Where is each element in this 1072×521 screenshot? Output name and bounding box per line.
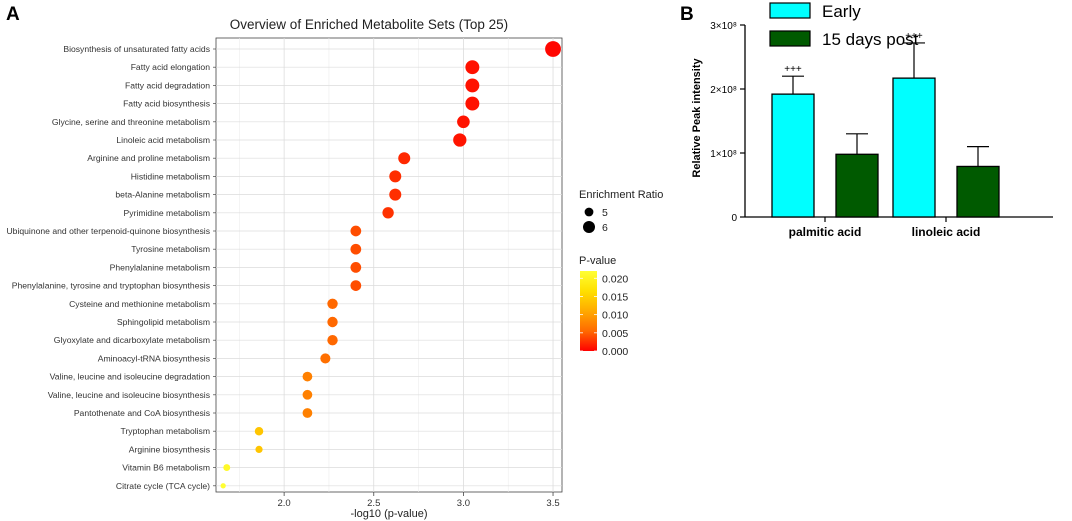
size-legend-dot: [584, 207, 594, 217]
x-tick-label: 3.0: [457, 498, 470, 509]
panel-a: A Overview of Enriched Metabolite Sets (…: [6, 4, 663, 520]
color-legend: P-value 0.020 0.015 0.010 0.005 0.000: [579, 255, 628, 358]
y-tick-label: Vitamin B6 metabolism: [122, 463, 210, 473]
x-tick-label: 2.0: [278, 498, 291, 509]
chart-b-legend: Early 15 days post: [769, 2, 919, 49]
size-legend-label: 5: [602, 207, 608, 219]
significance-label: +++: [905, 31, 923, 42]
y-tick-label: Phenylalanine metabolism: [110, 262, 210, 272]
data-point: [398, 152, 411, 165]
bar: [892, 77, 936, 218]
size-legend-title: Enrichment Ratio: [579, 189, 663, 201]
data-point: [389, 188, 402, 201]
y-tick-label: Sphingolipid metabolism: [117, 317, 210, 327]
y-tick-label: Cysteine and methionine metabolism: [69, 299, 210, 309]
color-legend-label: 0.015: [602, 291, 628, 303]
data-point: [223, 464, 231, 472]
y-tick-label: Linoleic acid metabolism: [116, 135, 210, 145]
data-point: [255, 445, 263, 453]
color-legend-label: 0.020: [602, 273, 628, 285]
data-point: [350, 280, 362, 291]
chart-b-axes: 0 1×10⁸ 2×10⁸ 3×10⁸: [710, 21, 1053, 224]
bar: [771, 93, 815, 218]
data-point: [302, 371, 313, 382]
y-tick-label: Histidine metabolism: [131, 171, 210, 181]
color-legend-bar: [580, 271, 597, 351]
color-legend-label: 0.010: [602, 310, 628, 322]
chart-a-y-tick-labels: Biosynthesis of unsaturated fatty acids F…: [6, 44, 216, 491]
y-tick-label: Arginine and proline metabolism: [87, 153, 210, 163]
y-tick-label: Fatty acid biosynthesis: [123, 99, 210, 109]
y-tick-label: 2×10⁸: [710, 85, 737, 96]
data-point: [465, 96, 480, 111]
data-point: [382, 207, 394, 219]
data-point: [350, 225, 362, 237]
panel-b-letter: B: [680, 4, 694, 25]
data-point: [350, 262, 362, 273]
color-legend-title: P-value: [579, 255, 616, 267]
y-tick-label: Fatty acid degradation: [125, 80, 210, 90]
data-point: [545, 41, 561, 57]
data-point: [457, 115, 470, 129]
significance-label: +++: [784, 64, 802, 75]
category-label: linoleic acid: [912, 225, 981, 239]
y-tick-label: Citrate cycle (TCA cycle): [116, 481, 210, 491]
y-tick-label: beta-Alanine metabolism: [115, 190, 210, 200]
y-tick-label: 3×10⁸: [710, 21, 737, 32]
data-point: [302, 408, 313, 418]
panel-a-letter: A: [6, 4, 20, 25]
y-tick-label: Valine, leucine and isoleucine degradati…: [50, 372, 211, 382]
y-tick-label: Glycine, serine and threonine metabolism: [52, 117, 210, 127]
data-point: [220, 483, 226, 489]
data-point: [254, 426, 264, 436]
y-tick-label: 1×10⁸: [710, 149, 737, 160]
legend-label: 15 days post: [822, 30, 919, 49]
y-tick-label: Arginine biosynthesis: [129, 444, 210, 454]
size-legend-label: 6: [602, 222, 608, 234]
panel-b: B Early 15 days post Relative Peak intens…: [680, 2, 1053, 239]
chart-b-y-axis-title: Relative Peak intensity: [691, 58, 703, 178]
color-legend-label: 0.005: [602, 328, 628, 340]
chart-b-bars: palmitic acid +++ linoleic acid +++: [771, 31, 1000, 239]
data-point: [327, 298, 338, 309]
data-point: [327, 335, 338, 346]
y-tick-label: Biosynthesis of unsaturated fatty acids: [63, 44, 210, 54]
y-tick-label: 0: [731, 213, 737, 224]
data-point: [327, 316, 338, 328]
chart-a-plot-area: [215, 37, 563, 493]
y-tick-label: Ubiquinone and other terpenoid-quinone b…: [6, 226, 210, 236]
legend-label: Early: [822, 2, 861, 21]
data-point: [465, 60, 480, 75]
chart-a-points: [220, 41, 561, 489]
legend-swatch: [769, 30, 811, 47]
color-legend-label: 0.000: [602, 346, 628, 358]
y-tick-label: Glyoxylate and dicarboxylate metabolism: [54, 335, 210, 345]
y-tick-label: Valine, leucine and isoleucine biosynthe…: [48, 390, 210, 400]
data-point: [389, 170, 402, 183]
x-tick-label: 3.5: [546, 498, 559, 509]
y-tick-label: Tryptophan metabolism: [121, 426, 210, 436]
chart-a-x-ticks: 2.0 2.5 3.0 3.5: [278, 492, 560, 509]
size-legend-dot: [583, 221, 595, 233]
chart-a-title: Overview of Enriched Metabolite Sets (To…: [230, 17, 508, 32]
y-tick-label: Aminoacyl-tRNA biosynthesis: [98, 353, 210, 363]
y-tick-label: Pantothenate and CoA biosynthesis: [74, 408, 210, 418]
y-tick-label: Tyrosine metabolism: [131, 244, 210, 254]
size-legend: Enrichment Ratio 5 6: [579, 189, 663, 234]
data-point: [320, 353, 331, 364]
data-point: [350, 243, 362, 255]
category-label: palmitic acid: [789, 225, 862, 239]
y-tick-label: Fatty acid elongation: [131, 62, 211, 72]
chart-a-x-axis-title: -log10 (p-value): [350, 508, 427, 520]
data-point: [453, 133, 467, 147]
data-point: [465, 78, 480, 93]
y-tick-label: Pyrimidine metabolism: [124, 208, 210, 218]
x-tick-label: 2.5: [367, 498, 380, 509]
bar: [835, 153, 879, 218]
bar: [956, 165, 1000, 218]
legend-swatch: [769, 2, 811, 19]
y-tick-label: Phenylalanine, tyrosine and tryptophan b…: [12, 281, 210, 291]
data-point: [302, 389, 313, 400]
